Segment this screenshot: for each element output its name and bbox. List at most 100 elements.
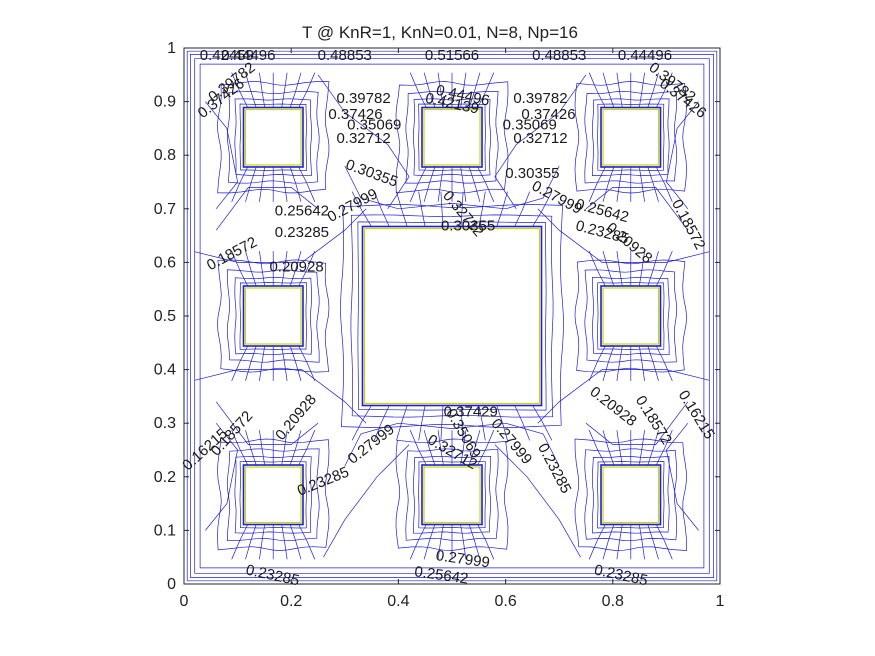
contour-fan-line [259,251,266,287]
contour-obstacle-ring [234,456,312,534]
contour-fan-line [245,72,257,108]
x-tick-label: 1 [716,593,725,610]
contour-fan-line [418,191,426,227]
obstacle-block [600,285,662,347]
contour-label: 0.42459 [200,47,254,64]
contour-fan-line [281,251,288,287]
contour-fan-line [514,191,531,227]
x-tick-label: 0.6 [494,593,516,610]
contour-label: 0.39782 [513,90,567,107]
contour-fan-line [373,191,390,227]
contour-fan-line [409,72,427,108]
obstacle-block [421,106,483,168]
contour-field-line [323,444,410,558]
contour-fan-line [281,524,288,560]
contour-fan-line [437,524,444,560]
contour-fan-line [231,345,249,382]
contour-fan-line [289,251,302,287]
obstacle-block [600,464,662,526]
contour-obstacle-ring [239,103,307,171]
contour-fan-line [588,430,606,466]
contour-fan-line [281,345,288,381]
contour-fan-line [468,430,481,466]
contour-fan-line [478,405,486,441]
contour-label: 0.30355 [441,217,495,234]
contour-fan-line [602,345,615,381]
contour-label: 0.32712 [513,130,567,147]
x-tick-label: 0 [180,593,189,610]
contour-fan-line [289,345,302,381]
contour-fan-line [616,251,623,287]
contour-fan-line [460,72,467,108]
obstacle-block [600,106,662,168]
contour-obstacle-ring [574,438,687,551]
contour-fan-line [298,524,316,560]
contour-fan-line [418,405,426,441]
contour-label: 0.20928 [587,383,640,430]
contour-fan-line [298,430,316,466]
contour-obstacle-ring [584,269,678,363]
contour-field-line [205,101,238,210]
contour-label: 0.23285 [593,561,650,589]
contour-label: 0.39782 [336,90,390,107]
contour-label: 0.23285 [244,561,301,589]
contour-fan-line [647,524,659,560]
contour-fan-line [423,524,436,560]
contour-fan-line [231,166,249,202]
contour-fan-line [298,250,316,287]
contour-field-line [585,187,689,231]
contour-obstacle-ring [418,103,486,171]
x-tick-label: 0.2 [280,593,302,610]
contour-fan-line [647,251,659,287]
contour-fan-line [647,345,659,381]
contour-fan-line [231,250,249,287]
y-tick-label: 0 [167,576,176,593]
contour-fan-line [245,524,257,560]
contour-label: 0.27999 [487,415,535,467]
obstacle-block [361,225,543,407]
contour-fan-line [655,250,673,287]
y-axis-ticks: 0 0.1 0.2 0.3 0.4 0.5 0.6 0.7 0.8 0.9 1 [154,40,720,593]
contour-fan-line [468,72,481,108]
contour-fan-line [478,191,486,227]
contour-fan-line [602,72,615,108]
contour-field-line [585,401,689,445]
contour-fan-line [289,166,302,202]
contour-fan-line [496,191,508,227]
contour-fan-line [588,166,606,202]
contour-fan-line [396,405,408,441]
contour-obstacle-ring [340,204,564,428]
contour-label: 0.20928 [272,391,320,443]
obstacle-edge [244,466,302,524]
contour-fan-line [409,166,427,202]
contour-label: 0.16215 [675,387,718,442]
contour-fan-line [616,524,623,560]
contour-label: 0.44496 [221,47,275,64]
y-tick-label: 0.4 [154,362,176,379]
contour-fan-line [245,251,257,287]
obstacle-edge [244,287,302,345]
contour-boundary-line [194,58,710,574]
x-tick-label: 0.8 [602,593,624,610]
obstacles [242,106,662,526]
contour-boundary-line [190,54,714,578]
contour-label: 0.18572 [204,234,260,274]
contour-fan-line [440,405,444,441]
contour-field-line [194,208,367,263]
contour-obstacle-ring [591,455,670,534]
contour-fan-line [588,345,606,382]
contour-fan-line [532,405,553,441]
contour-fan-line [514,405,531,441]
contour-fan-line [588,524,606,560]
contour-field-line [494,74,587,209]
contour-fan-line [231,524,249,560]
contour-obstacle-ring [226,269,320,363]
contour-fan-line [409,524,427,560]
obstacle-block [242,464,304,526]
contour-fan-line [298,345,316,382]
contour-fan-line [616,345,623,381]
obstacle-edge [363,227,541,405]
contour-fan-line [259,166,266,202]
obstacle-edge [423,108,481,166]
contour-field-line [537,208,710,263]
